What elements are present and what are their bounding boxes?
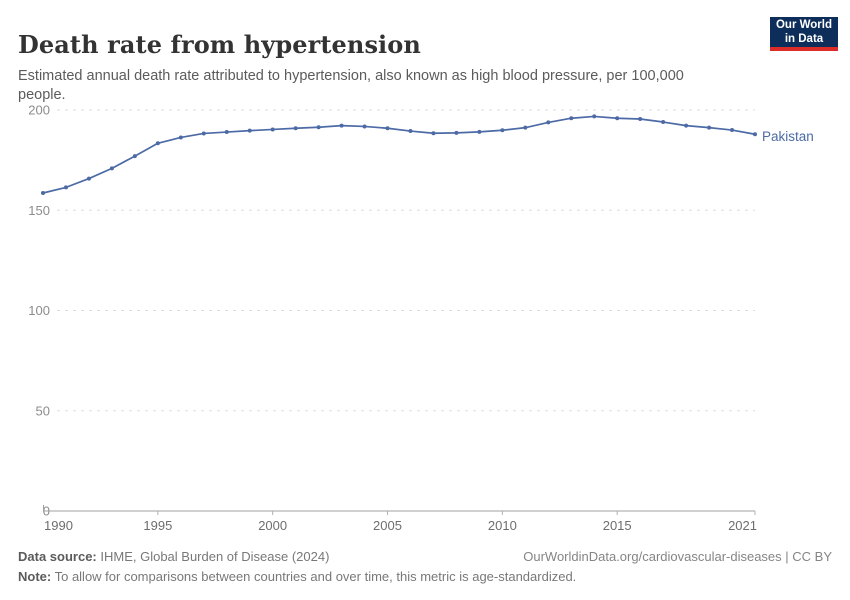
attribution-link[interactable]: OurWorldinData.org/cardiovascular-diseas… bbox=[523, 549, 832, 564]
chart-footer: Data source: IHME, Global Burden of Dise… bbox=[18, 547, 832, 587]
data-point[interactable] bbox=[592, 114, 597, 119]
data-point[interactable] bbox=[730, 128, 735, 133]
data-point[interactable] bbox=[500, 128, 505, 133]
x-tick-label: 2000 bbox=[258, 518, 287, 533]
data-point[interactable] bbox=[316, 125, 321, 130]
note-value: To allow for comparisons between countri… bbox=[51, 569, 577, 585]
data-point[interactable] bbox=[523, 125, 528, 130]
data-point[interactable] bbox=[132, 154, 137, 159]
note-label: Note: bbox=[18, 569, 52, 585]
data-point[interactable] bbox=[63, 185, 68, 190]
data-point[interactable] bbox=[546, 120, 551, 125]
owid-logo-line1: Our World bbox=[775, 19, 832, 31]
data-point[interactable] bbox=[155, 141, 160, 146]
x-tick-label: 1990 bbox=[44, 518, 73, 533]
data-point[interactable] bbox=[454, 130, 459, 135]
trend-line[interactable] bbox=[42, 115, 756, 194]
y-tick-label: 150 bbox=[28, 203, 50, 218]
data-point[interactable] bbox=[615, 116, 620, 121]
owid-logo[interactable]: Our World in Data bbox=[770, 17, 838, 51]
data-point[interactable] bbox=[385, 126, 390, 131]
x-tick-label: 2015 bbox=[603, 518, 632, 533]
x-tick-label: 1995 bbox=[143, 518, 172, 533]
data-point[interactable] bbox=[247, 128, 252, 133]
data-point[interactable] bbox=[684, 123, 689, 128]
data-point[interactable] bbox=[86, 176, 91, 181]
data-point[interactable] bbox=[339, 123, 344, 128]
data-point[interactable] bbox=[707, 125, 712, 130]
data-point[interactable] bbox=[638, 117, 643, 122]
y-tick-label: 50 bbox=[36, 403, 50, 418]
data-point[interactable] bbox=[362, 124, 367, 129]
data-point[interactable] bbox=[431, 131, 436, 136]
data-point[interactable] bbox=[569, 116, 574, 121]
data-source-text: Data source: IHME, Global Burden of Dise… bbox=[18, 547, 329, 567]
x-tick-label: 2021 bbox=[728, 518, 757, 533]
data-point[interactable] bbox=[477, 129, 482, 134]
y-tick-label: 100 bbox=[28, 303, 50, 318]
data-source-label: Data source: bbox=[18, 549, 97, 564]
x-tick-label: 2005 bbox=[373, 518, 402, 533]
data-point[interactable] bbox=[661, 120, 666, 125]
data-point[interactable] bbox=[41, 191, 45, 196]
data-point[interactable] bbox=[201, 131, 206, 136]
note-text: Note: To allow for comparisons between c… bbox=[18, 569, 576, 584]
x-tick-label: 2010 bbox=[488, 518, 517, 533]
data-point[interactable] bbox=[178, 135, 183, 140]
page-title: Death rate from hypertension bbox=[18, 30, 421, 60]
y-tick-label: 200 bbox=[28, 103, 50, 118]
series-label-pakistan[interactable]: Pakistan bbox=[762, 129, 814, 144]
data-point[interactable] bbox=[224, 130, 229, 135]
data-point[interactable] bbox=[109, 166, 114, 171]
data-point[interactable] bbox=[293, 126, 298, 131]
data-source-value: IHME, Global Burden of Disease (2024) bbox=[96, 549, 330, 564]
owid-logo-line2: in Data bbox=[784, 33, 824, 45]
chart-subtitle: Estimated annual death rate attributed t… bbox=[18, 67, 684, 103]
data-point[interactable] bbox=[408, 129, 413, 134]
data-point[interactable] bbox=[753, 132, 757, 137]
data-point[interactable] bbox=[270, 127, 275, 132]
